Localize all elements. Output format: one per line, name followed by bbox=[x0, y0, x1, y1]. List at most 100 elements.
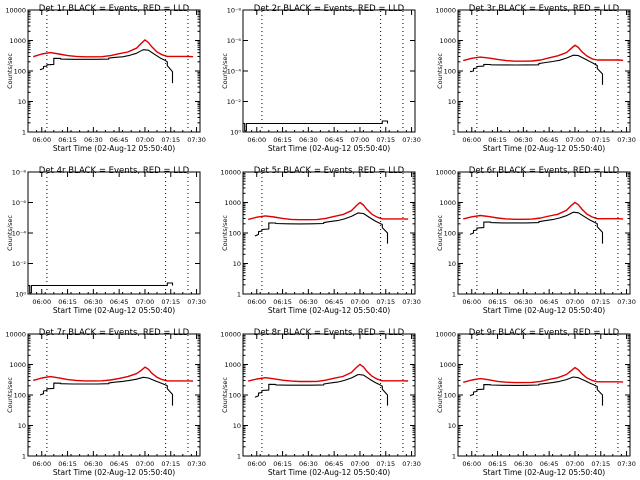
y-tick-label: 1 bbox=[452, 129, 456, 137]
y-tick-label: 10⁻⁶ bbox=[227, 37, 242, 45]
x-tick-label: 06:45 bbox=[110, 298, 129, 306]
x-tick-label: 06:15 bbox=[488, 136, 507, 144]
y-axis-label: Counts/sec bbox=[436, 377, 444, 413]
x-tick-label: 06:00 bbox=[247, 136, 266, 144]
y-tick-label: 1000 bbox=[9, 361, 26, 369]
x-tick-label: 06:00 bbox=[247, 460, 266, 468]
y-axis-label: Counts/sec bbox=[6, 53, 14, 89]
x-axis-label: Start Time (02-Aug-12 05:50:40) bbox=[53, 468, 175, 477]
events-series-line bbox=[254, 212, 389, 244]
x-tick-label: 07:15 bbox=[376, 298, 395, 306]
x-tick-label: 07:00 bbox=[566, 298, 585, 306]
y-tick-label: 10000 bbox=[5, 7, 26, 15]
x-axis-label: Start Time (02-Aug-12 05:50:40) bbox=[268, 144, 390, 153]
y-axis-label: Counts/sec bbox=[221, 215, 229, 251]
y-tick-label: 10 bbox=[18, 98, 26, 106]
x-axis-label: Start Time (02-Aug-12 05:50:40) bbox=[268, 306, 390, 315]
x-tick-label: 07:00 bbox=[136, 460, 155, 468]
x-tick-label: 07:00 bbox=[566, 460, 585, 468]
panel-det-8r: 06:00 06:15 06:30 06:45 07:00 07:15 07:30 1 10 10… bbox=[220, 328, 421, 477]
y-tick-label: 10 bbox=[233, 422, 241, 430]
x-axis-label: Start Time (02-Aug-12 05:50:40) bbox=[483, 468, 605, 477]
plot-frame bbox=[27, 9, 201, 133]
y-tick-label: 10000 bbox=[435, 169, 456, 177]
y-tick-label: 100 bbox=[14, 68, 26, 76]
x-tick-label: 06:45 bbox=[110, 460, 129, 468]
y-tick-label: 100 bbox=[229, 392, 241, 400]
x-tick-label: 07:00 bbox=[351, 136, 370, 144]
x-tick-label: 06:45 bbox=[540, 298, 559, 306]
x-tick-label: 06:00 bbox=[462, 460, 481, 468]
y-tick-label: 1 bbox=[237, 291, 241, 299]
x-axis-label: Start Time (02-Aug-12 05:50:40) bbox=[483, 144, 605, 153]
lld-series-line bbox=[32, 39, 194, 58]
x-tick-label: 07:30 bbox=[617, 460, 636, 468]
y-tick-label: 10000 bbox=[435, 331, 456, 339]
panel-det-4r: 06:00 06:15 06:30 06:45 07:00 07:15 07:30 10⁰ 10… bbox=[6, 166, 206, 315]
x-tick-label: 07:30 bbox=[187, 136, 206, 144]
x-tick-label: 06:00 bbox=[247, 298, 266, 306]
x-tick-label: 07:30 bbox=[187, 298, 206, 306]
y-tick-label: 100 bbox=[444, 392, 456, 400]
x-tick-label: 07:30 bbox=[187, 460, 206, 468]
x-tick-label: 06:00 bbox=[32, 460, 51, 468]
y-axis-label: Counts/sec bbox=[221, 377, 229, 413]
x-tick-label: 07:15 bbox=[376, 136, 395, 144]
x-tick-label: 06:15 bbox=[58, 136, 77, 144]
lld-series-line bbox=[248, 201, 409, 221]
x-tick-label: 06:15 bbox=[58, 298, 77, 306]
plot-frame bbox=[27, 333, 201, 457]
y-axis-label: Counts/sec bbox=[436, 53, 444, 89]
x-tick-label: 06:30 bbox=[299, 136, 318, 144]
x-tick-label: 07:00 bbox=[136, 298, 155, 306]
panel-det-2r: 06:00 06:15 06:30 06:45 07:00 07:15 07:30 10⁰ 10… bbox=[221, 4, 421, 153]
y-tick-label: 10⁰ bbox=[230, 129, 241, 137]
y-tick-label: 1 bbox=[237, 453, 241, 461]
panel-det-7r: 06:00 06:15 06:30 06:45 07:00 07:15 07:30 1 10 10… bbox=[5, 328, 206, 477]
plot-frame bbox=[242, 333, 416, 457]
x-axis-label: Start Time (02-Aug-12 05:50:40) bbox=[483, 306, 605, 315]
panel-title: Det 4r BLACK = Events, RED = LLD bbox=[39, 166, 190, 176]
x-axis-label: Start Time (02-Aug-12 05:50:40) bbox=[268, 468, 390, 477]
y-tick-label: 1 bbox=[452, 453, 456, 461]
x-tick-label: 06:45 bbox=[325, 298, 344, 306]
y-tick-label: 10 bbox=[448, 422, 456, 430]
x-tick-label: 07:15 bbox=[591, 136, 610, 144]
y-tick-label: 10000 bbox=[5, 331, 26, 339]
x-tick-label: 06:45 bbox=[110, 136, 129, 144]
x-tick-label: 07:30 bbox=[402, 136, 421, 144]
x-tick-label: 07:30 bbox=[402, 460, 421, 468]
x-tick-label: 06:15 bbox=[58, 460, 77, 468]
lld-series-line bbox=[33, 366, 194, 382]
y-tick-label: 10 bbox=[448, 260, 456, 268]
y-tick-label: 10 bbox=[448, 98, 456, 106]
y-tick-label: 10 bbox=[18, 422, 26, 430]
x-tick-label: 07:15 bbox=[161, 136, 180, 144]
panel-det-1r: 06:00 06:15 06:30 06:45 07:00 07:15 07:30 1 10 10… bbox=[5, 4, 206, 153]
x-tick-label: 07:30 bbox=[617, 136, 636, 144]
x-tick-label: 06:30 bbox=[84, 460, 103, 468]
plot-frame bbox=[242, 9, 416, 133]
x-tick-label: 07:15 bbox=[376, 460, 395, 468]
y-tick-label: 1 bbox=[22, 453, 26, 461]
events-series-line bbox=[254, 373, 389, 406]
y-tick-label: 10 bbox=[233, 260, 241, 268]
x-tick-label: 06:45 bbox=[325, 460, 344, 468]
x-tick-label: 06:15 bbox=[488, 298, 507, 306]
panel-title: Det 9r BLACK = Events, RED = LLD bbox=[469, 328, 620, 338]
x-tick-label: 06:30 bbox=[299, 298, 318, 306]
x-tick-label: 06:00 bbox=[32, 298, 51, 306]
x-tick-label: 06:00 bbox=[462, 136, 481, 144]
x-tick-label: 07:15 bbox=[591, 298, 610, 306]
x-tick-label: 07:30 bbox=[617, 298, 636, 306]
y-tick-label: 1000 bbox=[439, 199, 456, 207]
x-tick-label: 06:30 bbox=[514, 136, 533, 144]
panel-title: Det 7r BLACK = Events, RED = LLD bbox=[39, 328, 190, 338]
panel-det-9r: 06:00 06:15 06:30 06:45 07:00 07:15 07:30 1 10 10… bbox=[435, 328, 636, 477]
y-tick-label: 100 bbox=[229, 230, 241, 238]
events-series-line bbox=[243, 120, 389, 132]
y-axis-label: Counts/sec bbox=[221, 53, 229, 89]
y-tick-label: 10⁻² bbox=[227, 98, 242, 106]
y-tick-label: 10000 bbox=[435, 7, 456, 15]
